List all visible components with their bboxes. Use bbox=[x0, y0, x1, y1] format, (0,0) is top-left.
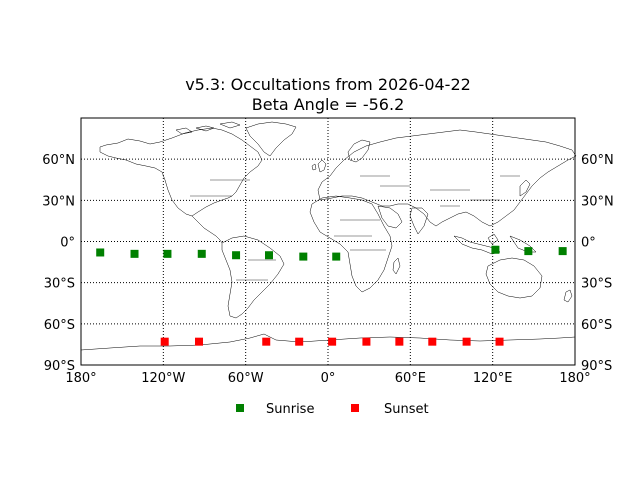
sunset-marker bbox=[295, 337, 304, 346]
new-zealand-coastline bbox=[563, 289, 573, 303]
y-tick-label-right: 60°N bbox=[581, 153, 614, 168]
sunrise-marker bbox=[264, 251, 273, 260]
legend-swatch-sunrise bbox=[236, 404, 244, 412]
sunrise-marker bbox=[163, 249, 172, 258]
y-tick-label-right: 90°S bbox=[581, 359, 612, 374]
legend: Sunrise Sunset bbox=[236, 402, 429, 417]
x-tick-label: 60°W bbox=[228, 371, 264, 386]
y-tick-label-left: 90°S bbox=[44, 359, 75, 374]
eurasia-coastline bbox=[317, 129, 577, 227]
africa-coastline bbox=[309, 195, 393, 293]
sunrise-marker bbox=[558, 247, 567, 256]
plot-frame bbox=[80, 117, 576, 366]
y-tick-labels-left: 60°N 30°N 0° 30°S 60°S 90°S bbox=[42, 153, 75, 374]
british-isles-coastline bbox=[311, 159, 327, 173]
sunset-marker bbox=[160, 337, 169, 346]
x-tick-label: 120°W bbox=[141, 371, 185, 386]
y-tick-labels-right: 60°N 30°N 0° 30°S 60°S 90°S bbox=[581, 153, 614, 374]
arabia-coastline bbox=[377, 205, 403, 229]
sunrise-marker bbox=[197, 249, 206, 258]
sunset-marker bbox=[495, 337, 504, 346]
arctic-islands bbox=[175, 121, 241, 135]
north-america-coastline bbox=[99, 127, 263, 217]
chart-title-line1: v5.3: Occultations from 2026-04-22 bbox=[185, 75, 471, 94]
sunrise-marker bbox=[130, 249, 139, 258]
legend-swatch-sunset bbox=[351, 404, 359, 412]
sunrise-marker bbox=[96, 248, 105, 257]
sunrise-marker bbox=[232, 251, 241, 260]
sunrise-marker bbox=[332, 252, 341, 261]
y-tick-label-left: 0° bbox=[60, 236, 75, 251]
y-tick-label-left: 30°S bbox=[44, 277, 75, 292]
chart-title-line2: Beta Angle = -56.2 bbox=[252, 95, 405, 114]
australia-coastline bbox=[485, 257, 543, 299]
x-tick-label: 60°E bbox=[395, 371, 426, 386]
y-tick-label-right: 30°S bbox=[581, 277, 612, 292]
x-tick-label: 120°E bbox=[473, 371, 513, 386]
y-tick-label-right: 30°N bbox=[581, 194, 614, 209]
y-tick-label-right: 0° bbox=[581, 236, 596, 251]
sunrise-marker bbox=[524, 247, 533, 256]
antarctica-coastline bbox=[80, 333, 576, 351]
legend-label-sunrise: Sunrise bbox=[266, 402, 314, 417]
greenland-coastline bbox=[245, 121, 297, 157]
x-tick-label: 180° bbox=[65, 371, 96, 386]
sunset-marker bbox=[395, 337, 404, 346]
y-tick-label-left: 30°N bbox=[42, 194, 75, 209]
sunset-marker bbox=[462, 337, 471, 346]
sunset-marker bbox=[362, 337, 371, 346]
japan-coastline bbox=[519, 179, 531, 197]
south-america-coastline bbox=[221, 235, 285, 319]
madagascar-coastline bbox=[392, 257, 401, 275]
y-tick-label-left: 60°N bbox=[42, 153, 75, 168]
sunrise-marker bbox=[491, 245, 500, 254]
sunset-marker bbox=[428, 337, 437, 346]
sunset-marker bbox=[262, 337, 271, 346]
sunset-marker bbox=[328, 337, 337, 346]
x-tick-label: 0° bbox=[321, 371, 336, 386]
country-borders bbox=[190, 175, 520, 281]
coastline-layer bbox=[80, 121, 577, 351]
central-america-coastline bbox=[191, 215, 223, 244]
sunrise-marker bbox=[299, 252, 308, 261]
scandinavia-coastline bbox=[347, 139, 371, 163]
graticule-grid bbox=[81, 118, 575, 365]
y-tick-label-right: 60°S bbox=[581, 318, 612, 333]
x-tick-labels: 180° 120°W 60°W 0° 60°E 120°E 180° bbox=[65, 371, 590, 386]
legend-label-sunset: Sunset bbox=[384, 402, 429, 417]
x-tick-label: 180° bbox=[559, 371, 590, 386]
y-tick-label-left: 60°S bbox=[44, 318, 75, 333]
india-coastline bbox=[409, 207, 429, 235]
sunset-marker bbox=[195, 337, 204, 346]
occultation-markers bbox=[96, 245, 567, 346]
